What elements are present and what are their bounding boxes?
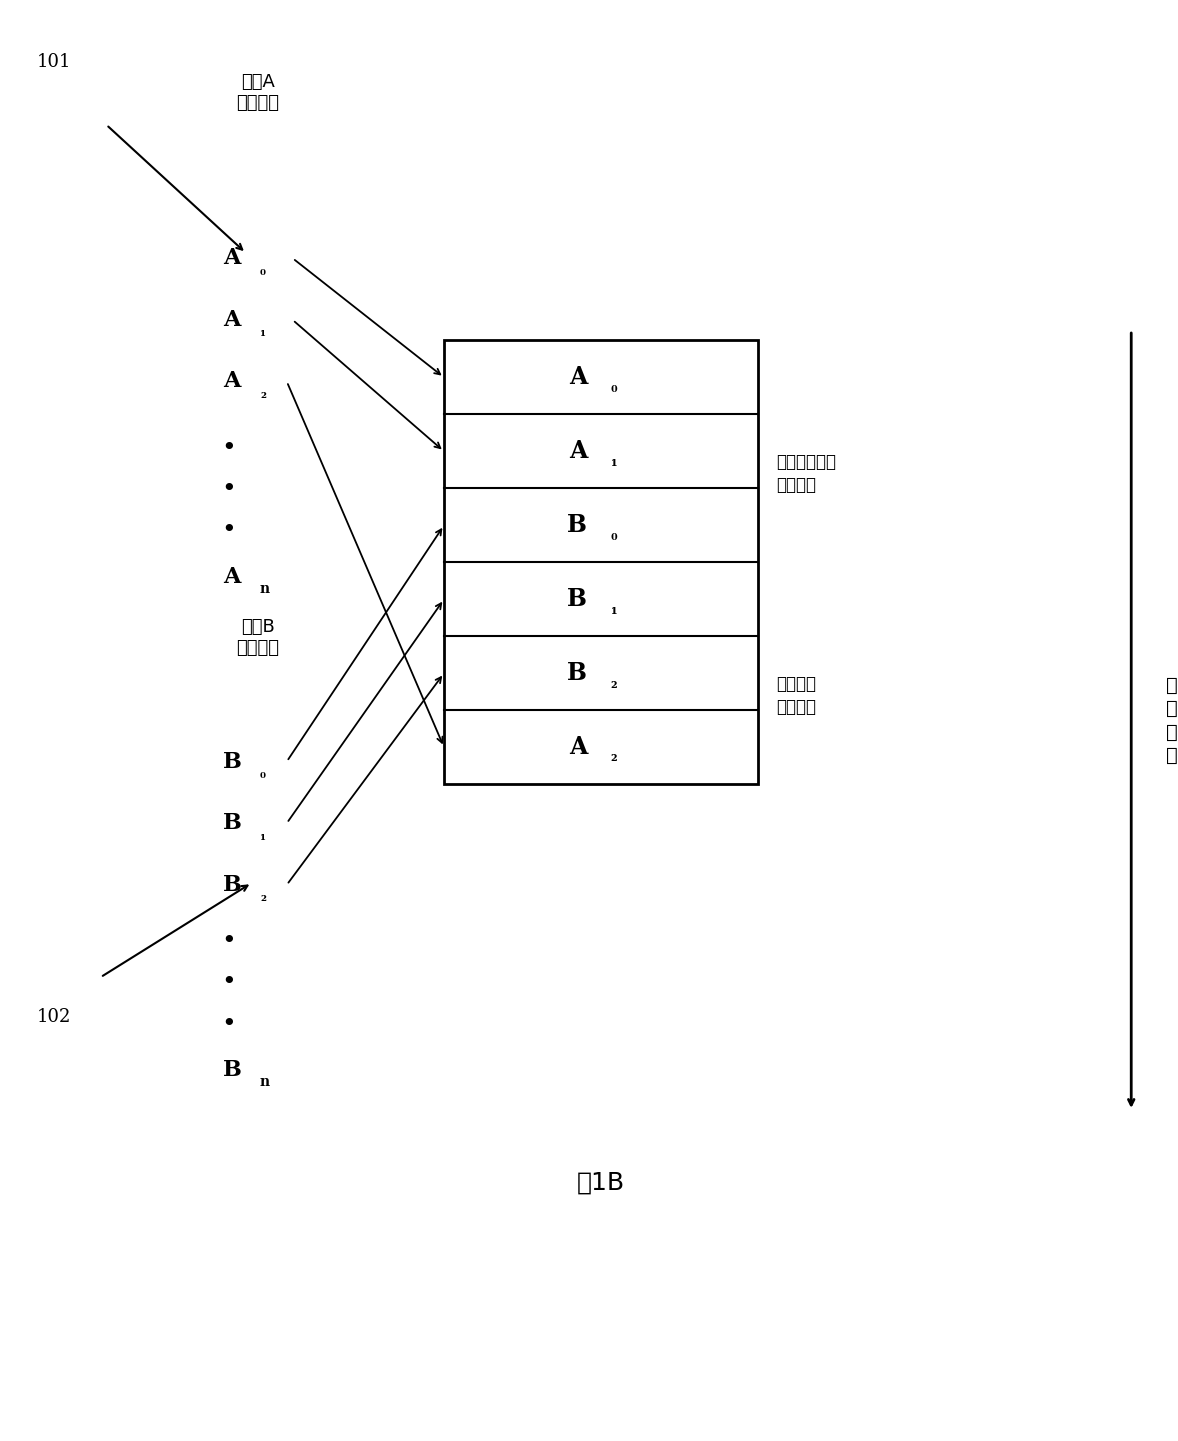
Text: ₂: ₂: [610, 751, 617, 765]
Text: B: B: [223, 751, 241, 772]
Text: ₂: ₂: [260, 386, 266, 401]
Text: ₀: ₀: [610, 529, 617, 543]
Text: A: A: [223, 370, 240, 392]
Text: 线程A
指令串流: 线程A 指令串流: [236, 73, 279, 112]
Text: 高速缓存错失
线程切换: 高速缓存错失 线程切换: [776, 452, 836, 494]
Text: •: •: [221, 437, 236, 460]
Text: ₁: ₁: [610, 454, 617, 468]
Text: A: A: [569, 366, 588, 389]
Text: A: A: [223, 566, 240, 588]
Text: ₂: ₂: [260, 891, 266, 904]
Text: ₀: ₀: [610, 380, 617, 395]
Text: n: n: [260, 1075, 270, 1089]
Text: 时
间
开
销: 时 间 开 销: [1166, 676, 1178, 765]
Text: ₁: ₁: [610, 602, 617, 617]
Text: •: •: [221, 929, 236, 954]
Text: ₂: ₂: [610, 676, 617, 690]
Text: A: A: [223, 308, 240, 331]
FancyBboxPatch shape: [444, 340, 759, 784]
Text: •: •: [221, 1012, 236, 1036]
Text: ₀: ₀: [260, 264, 266, 278]
Text: •: •: [221, 477, 236, 501]
Text: •: •: [221, 519, 236, 542]
Text: A: A: [569, 735, 588, 759]
Text: 101: 101: [37, 53, 71, 71]
Text: ₁: ₁: [260, 326, 266, 339]
Text: B: B: [568, 588, 588, 611]
Text: B: B: [223, 873, 241, 896]
Text: ₀: ₀: [260, 767, 266, 781]
Text: B: B: [568, 661, 588, 686]
Text: ₁: ₁: [260, 829, 266, 843]
Text: 线程B
指令串流: 线程B 指令串流: [236, 618, 279, 657]
Text: n: n: [260, 582, 270, 597]
Text: B: B: [223, 1059, 241, 1081]
Text: 载入完成
线程切换: 载入完成 线程切换: [776, 674, 816, 716]
Text: 102: 102: [37, 1009, 71, 1026]
Text: A: A: [569, 440, 588, 464]
Text: B: B: [568, 513, 588, 537]
Text: •: •: [221, 970, 236, 994]
Text: A: A: [223, 248, 240, 269]
Text: 图1B: 图1B: [577, 1170, 626, 1195]
Text: B: B: [223, 813, 241, 834]
